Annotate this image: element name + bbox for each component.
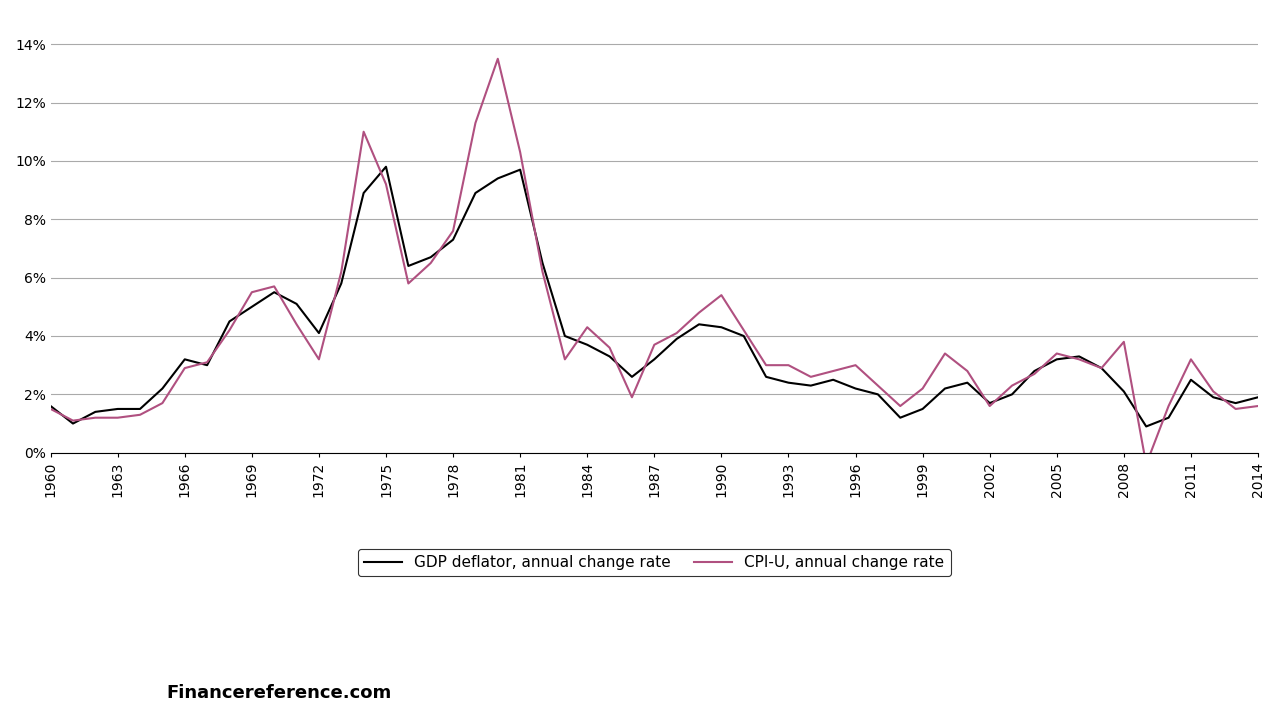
GDP deflator, annual change rate bbox=[1138, 422, 1153, 431]
GDP deflator, annual change rate bbox=[44, 402, 59, 410]
Legend: GDP deflator, annual change rate, CPI-U, annual change rate: GDP deflator, annual change rate, CPI-U,… bbox=[358, 549, 951, 577]
Text: Financereference.com: Financereference.com bbox=[166, 685, 392, 703]
CPI-U, annual change rate bbox=[1228, 405, 1243, 413]
GDP deflator, annual change rate bbox=[512, 166, 527, 174]
CPI-U, annual change rate bbox=[1161, 402, 1176, 410]
GDP deflator, annual change rate bbox=[1228, 399, 1243, 408]
Line: GDP deflator, annual change rate: GDP deflator, annual change rate bbox=[51, 167, 1258, 426]
CPI-U, annual change rate bbox=[1138, 460, 1153, 469]
CPI-U, annual change rate bbox=[266, 282, 282, 291]
CPI-U, annual change rate bbox=[334, 267, 349, 276]
CPI-U, annual change rate bbox=[177, 364, 192, 372]
CPI-U, annual change rate bbox=[1251, 402, 1266, 410]
GDP deflator, annual change rate bbox=[1161, 413, 1176, 422]
GDP deflator, annual change rate bbox=[379, 163, 394, 171]
CPI-U, annual change rate bbox=[490, 55, 506, 63]
GDP deflator, annual change rate bbox=[1251, 393, 1266, 402]
GDP deflator, annual change rate bbox=[334, 279, 349, 288]
GDP deflator, annual change rate bbox=[266, 288, 282, 297]
CPI-U, annual change rate bbox=[44, 405, 59, 413]
Line: CPI-U, annual change rate: CPI-U, annual change rate bbox=[51, 59, 1258, 464]
CPI-U, annual change rate bbox=[512, 148, 527, 156]
GDP deflator, annual change rate bbox=[177, 355, 192, 364]
